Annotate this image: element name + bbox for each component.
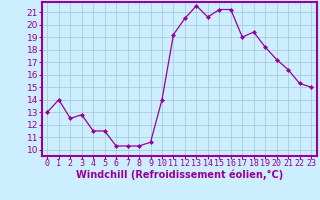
X-axis label: Windchill (Refroidissement éolien,°C): Windchill (Refroidissement éolien,°C) xyxy=(76,170,283,180)
